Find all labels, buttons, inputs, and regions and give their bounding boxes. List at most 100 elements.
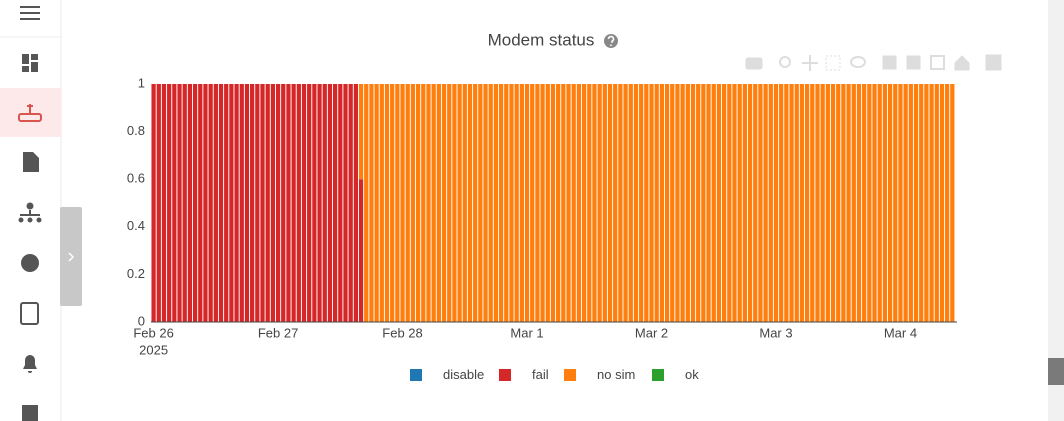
bar-segment <box>846 84 851 322</box>
bar-segment <box>410 84 416 322</box>
lasso-button[interactable] <box>850 56 866 68</box>
bar-segment <box>384 84 390 322</box>
bar-segment <box>301 84 307 322</box>
legend-item[interactable]: fail <box>499 367 549 382</box>
bar-segment <box>825 84 830 322</box>
bar-segment <box>742 84 747 322</box>
bar-segment <box>628 84 633 322</box>
bar-segment <box>467 84 473 322</box>
plotly-logo[interactable] <box>985 54 1002 71</box>
bar-segment <box>332 84 338 322</box>
menu-button[interactable] <box>20 6 40 20</box>
legend-item[interactable]: ok <box>652 367 699 382</box>
bar-segment <box>649 84 654 322</box>
bar-segment <box>317 84 322 322</box>
collapse-tab[interactable] <box>60 207 82 306</box>
bar-segment <box>483 84 488 322</box>
bar-segment <box>727 84 732 322</box>
dashboard-icon[interactable] <box>22 54 38 72</box>
legend-item[interactable]: no sim <box>564 367 635 382</box>
bar-segment <box>664 84 670 322</box>
bar-segment <box>462 84 467 322</box>
bar-segment <box>597 84 602 322</box>
bar-segment <box>379 84 384 322</box>
legend-item[interactable]: disable <box>410 367 484 382</box>
bar-segment <box>395 84 400 322</box>
reset-button[interactable] <box>954 55 970 71</box>
bar-segment <box>198 84 203 322</box>
bar-segment <box>581 84 587 322</box>
document-icon[interactable] <box>20 302 39 325</box>
x-tick-label: Mar 1 <box>510 325 543 340</box>
bar-segment <box>244 84 250 322</box>
bell-icon[interactable] <box>23 355 37 373</box>
bar-segment <box>789 84 794 322</box>
autoscale-button[interactable] <box>930 55 945 70</box>
bar-segment <box>358 84 364 180</box>
bar-segment <box>291 84 296 322</box>
modem-icon[interactable] <box>18 104 42 122</box>
bar-segment <box>457 84 462 322</box>
bar-segment <box>659 84 665 322</box>
bar-segment <box>307 84 312 322</box>
bar-segment <box>524 84 530 322</box>
bar-segment <box>270 84 276 322</box>
bar-segment <box>623 84 628 322</box>
bar-segment <box>607 84 613 322</box>
globe-icon[interactable] <box>21 254 39 272</box>
scrollbar-thumb[interactable] <box>1048 358 1064 385</box>
bar-segment <box>576 84 582 322</box>
bar-segment <box>239 84 244 322</box>
pan-button[interactable] <box>802 55 818 71</box>
bar-segment <box>234 84 239 322</box>
bar-segment <box>208 84 213 322</box>
bar-segment <box>509 84 514 322</box>
chart-title: Modem status <box>488 30 595 49</box>
bar-segment <box>498 84 504 322</box>
bar-segment <box>250 84 255 322</box>
bar-segment <box>281 84 286 322</box>
x-tick-label: Feb 27 <box>258 325 298 340</box>
bar-segment <box>887 84 893 322</box>
bar-segment <box>400 84 405 322</box>
scrollbar <box>1048 0 1064 421</box>
bar-segment <box>275 84 281 322</box>
zoom-in-button[interactable] <box>882 55 897 70</box>
x-tick-label: Mar 4 <box>884 325 917 340</box>
y-tick-label: 1 <box>138 75 145 90</box>
bar-segment <box>421 84 426 322</box>
zoom-button[interactable] <box>779 56 791 68</box>
bar-segment <box>810 84 815 322</box>
help-icon[interactable] <box>604 34 618 48</box>
bar-segment <box>644 84 649 322</box>
bar-segment <box>213 84 218 322</box>
bar-segment <box>151 84 156 322</box>
bar-segment <box>286 84 291 322</box>
file-settings-icon[interactable] <box>23 152 39 172</box>
network-icon[interactable] <box>18 202 42 223</box>
bar-segment <box>415 84 421 322</box>
zoom-out-button[interactable] <box>906 55 921 70</box>
bar-segment <box>675 84 680 322</box>
select-button[interactable] <box>825 55 841 71</box>
legend-label: no sim <box>597 367 635 382</box>
legend-swatch <box>410 369 422 381</box>
bar-segment <box>934 84 939 322</box>
bar-segment <box>364 84 369 322</box>
modebar <box>745 54 1002 71</box>
chip-icon[interactable] <box>22 405 38 421</box>
bar-segment <box>913 84 919 322</box>
bar-segment <box>327 84 333 322</box>
camera-button[interactable] <box>745 57 763 70</box>
bar-segment <box>721 84 727 322</box>
collapse-arrow <box>68 252 75 262</box>
bar-segment <box>950 84 955 322</box>
bar-segment <box>167 84 172 322</box>
bar-segment <box>903 84 908 322</box>
bar-segment <box>758 84 763 322</box>
bar-segment <box>405 84 410 322</box>
bar-segment <box>224 84 229 322</box>
bar-segment <box>260 84 265 322</box>
bar-segment <box>830 84 836 322</box>
